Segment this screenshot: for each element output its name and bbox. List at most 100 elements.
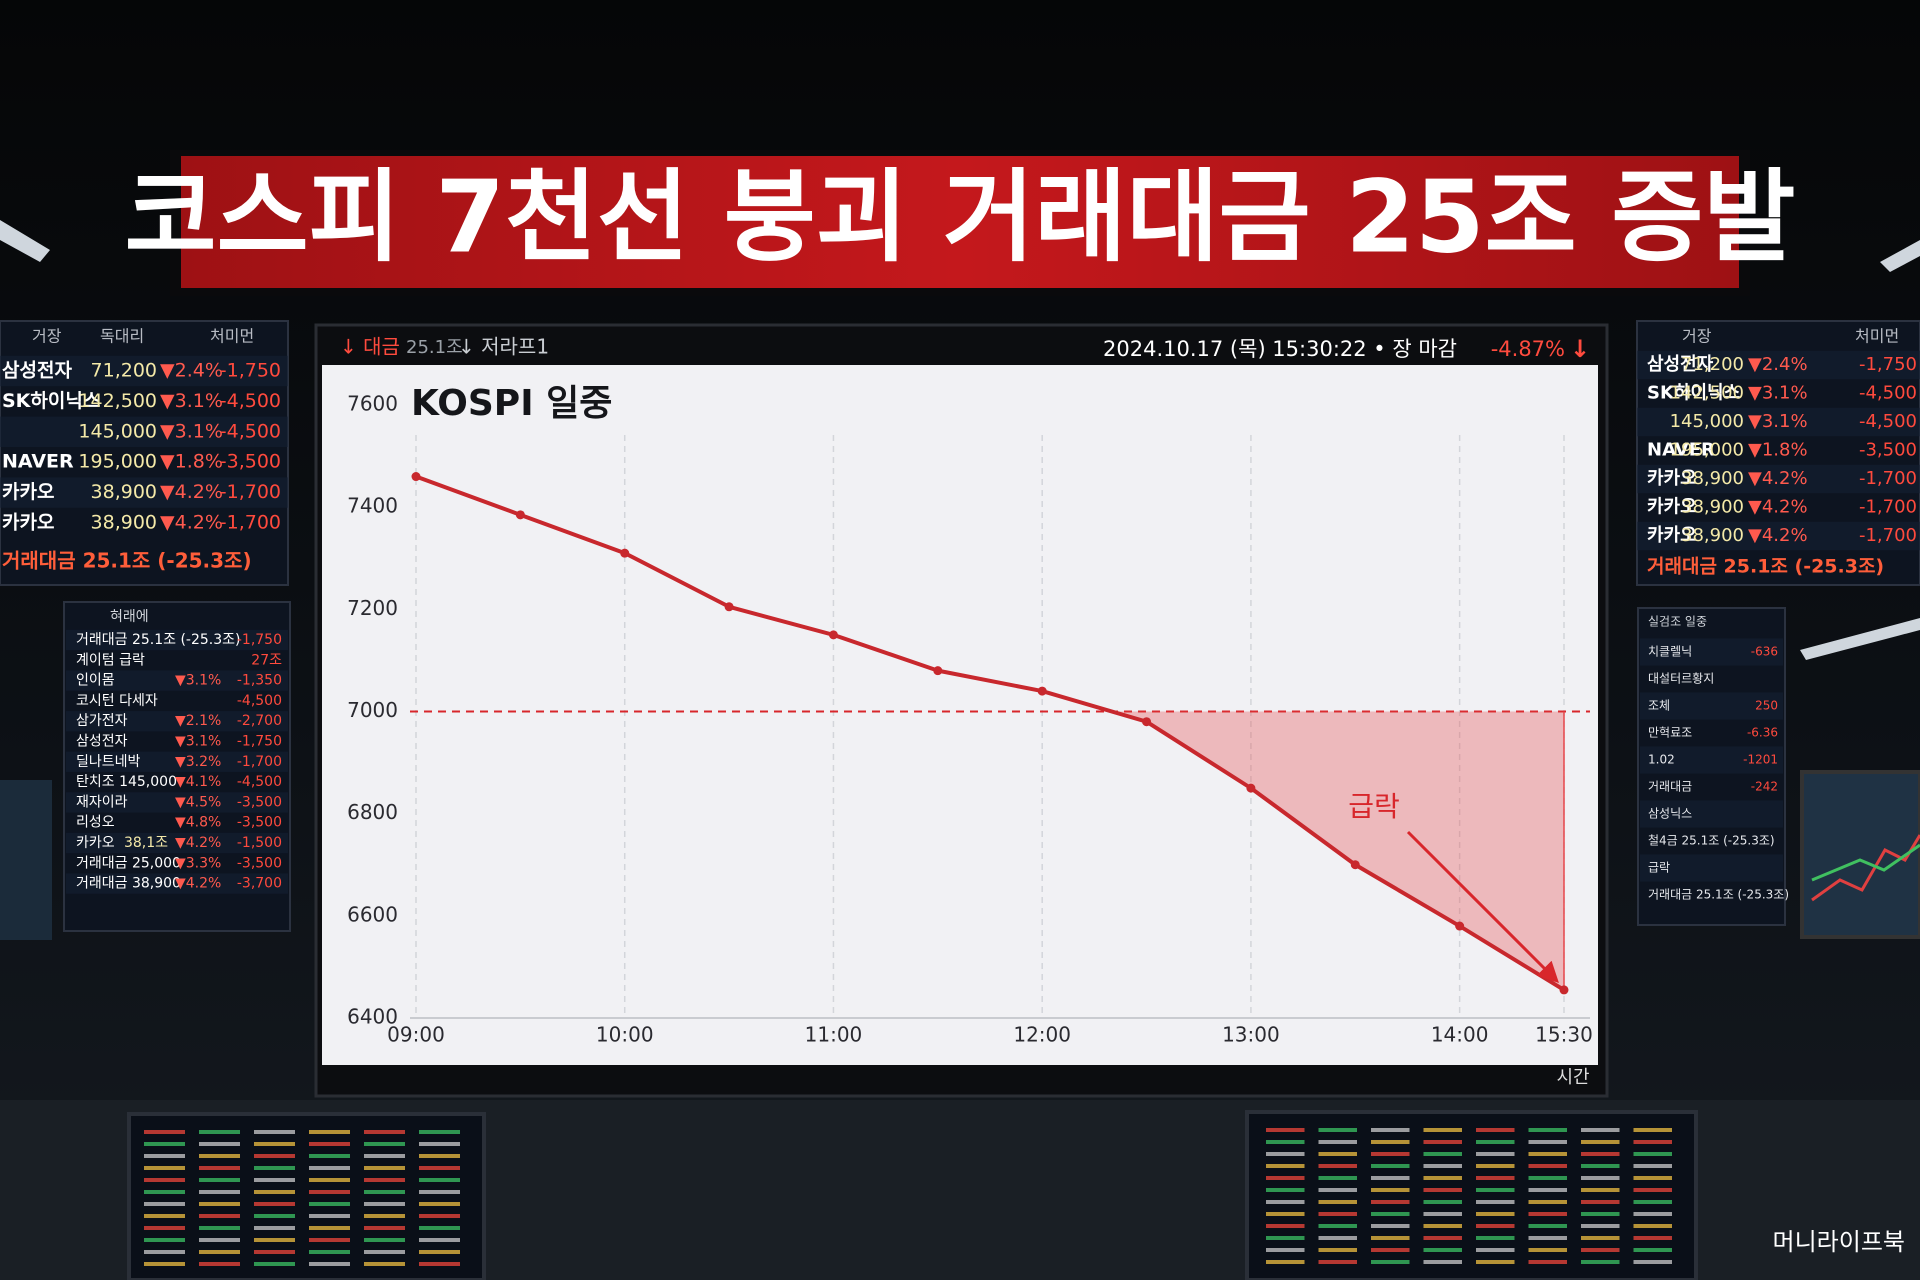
monitor-decor	[1581, 1140, 1620, 1144]
panel-cell: ▼4.5%	[175, 794, 221, 810]
monitor-decor	[199, 1214, 240, 1218]
monitor-decor	[1423, 1260, 1462, 1264]
monitor-decor	[254, 1154, 295, 1158]
panel-cell: 거래대금	[1648, 780, 1692, 794]
panel-cell: 71,200	[91, 360, 157, 382]
point	[515, 510, 525, 520]
bar-label: 25.1조	[406, 337, 463, 358]
bar-label: ↓ 대금	[340, 335, 400, 359]
monitor-decor	[1371, 1140, 1410, 1144]
monitor-decor	[1476, 1152, 1515, 1156]
monitor-decor	[1633, 1260, 1672, 1264]
panel-cell: 142,500	[1670, 383, 1744, 404]
monitor-decor	[1633, 1176, 1672, 1180]
panel-cell: 카카오	[2, 481, 54, 503]
monitor-decor	[1528, 1176, 1567, 1180]
monitor-decor	[1633, 1152, 1672, 1156]
monitor-decor	[1266, 1200, 1305, 1204]
y-tick-label: 7200	[347, 596, 398, 620]
monitor-decor	[1266, 1152, 1305, 1156]
panel-cell: 38,900	[1681, 468, 1744, 489]
point	[933, 666, 943, 676]
panel-cell: 27조	[251, 652, 282, 668]
monitor-decor	[1476, 1248, 1515, 1252]
monitor-decor	[1476, 1212, 1515, 1216]
row-band	[66, 792, 288, 813]
panel-cell: -3,500	[1859, 440, 1917, 461]
monitor-decor	[1476, 1260, 1515, 1264]
panel-cell: ▼4.2%	[160, 481, 223, 503]
panel-header: 거장	[1682, 327, 1712, 346]
monitor-decor	[419, 1238, 460, 1242]
bar-label: ↓ 저라프1	[458, 335, 549, 359]
panel-cell: 만혁료조	[1648, 726, 1692, 740]
panel-cell: -3,500	[237, 855, 282, 871]
row-band	[1637, 407, 1920, 437]
panel-cell: 1.02	[1648, 753, 1675, 767]
monitor-decor	[1528, 1152, 1567, 1156]
panel-cell: -3,500	[237, 794, 282, 810]
panel-cell: -3,700	[237, 876, 282, 892]
monitor-decor	[1581, 1152, 1620, 1156]
monitor-decor	[1633, 1236, 1672, 1240]
row-band	[0, 416, 288, 447]
monitor-decor	[199, 1178, 240, 1182]
panel-cell: 145,000	[1670, 411, 1744, 432]
panel-cell: ▼4.2%	[160, 512, 223, 534]
panel-cell: NAVER	[1647, 440, 1715, 461]
panel-cell: 조체	[1648, 699, 1670, 713]
monitor-decor	[1581, 1248, 1620, 1252]
monitor-decor	[1581, 1212, 1620, 1216]
monitor-decor	[364, 1202, 405, 1206]
monitor-decor	[1633, 1224, 1672, 1228]
monitor-decor	[199, 1130, 240, 1134]
monitor-decor	[1318, 1128, 1357, 1132]
panel-cell: ▼3.1%	[1748, 383, 1808, 404]
monitor-decor	[1318, 1140, 1357, 1144]
monitor-decor	[1476, 1176, 1515, 1180]
panel-cell: SK하이닉스	[2, 390, 100, 412]
panel-cell: 급락	[1648, 861, 1670, 875]
row-band	[66, 832, 288, 854]
panel-cell: 삼성전자	[76, 734, 128, 750]
monitor-decor	[1528, 1164, 1567, 1168]
panel-cell: -242	[1751, 780, 1778, 794]
panel-cell: ▼3.1%	[160, 420, 223, 442]
monitor-decor	[1371, 1176, 1410, 1180]
x-tick-label: 12:00	[1013, 1023, 1071, 1047]
monitor-decor	[1476, 1128, 1515, 1132]
panel-cell: -1,750	[220, 360, 281, 382]
monitor-decor	[1581, 1176, 1620, 1180]
point	[1142, 717, 1152, 727]
annotation: 급락	[1348, 790, 1400, 823]
point	[1559, 985, 1569, 995]
monitor-decor	[309, 1178, 350, 1182]
monitor-decor	[199, 1142, 240, 1146]
panel-cell: -3,500	[237, 815, 282, 831]
monitor-decor	[1371, 1224, 1410, 1228]
panel-header: 독대리	[100, 327, 144, 346]
chart-title: KOSPI 일중	[411, 383, 612, 424]
monitor-decor	[1423, 1176, 1462, 1180]
panel-cell: -1,750	[237, 734, 282, 750]
point	[1455, 921, 1465, 931]
panel-cell: ▼4.2%	[175, 876, 221, 892]
y-tick-label: 7000	[347, 698, 398, 722]
annotation-arrow	[1406, 830, 1559, 983]
screen	[322, 365, 1598, 1065]
monitor-decor	[1633, 1164, 1672, 1168]
panel-cell: 38,900	[91, 481, 157, 503]
monitor-decor	[1266, 1224, 1305, 1228]
row-band	[1637, 464, 1920, 494]
monitor-decor	[1423, 1128, 1462, 1132]
monitor-decor	[144, 1178, 185, 1182]
point	[828, 630, 838, 640]
monitor-decor	[1528, 1224, 1567, 1228]
panel-cell: 142,500	[78, 390, 157, 412]
panel-footer: 거래대금 25.1조 (-25.3조)	[1647, 556, 1884, 578]
monitor-decor	[144, 1166, 185, 1170]
monitor-decor	[419, 1202, 460, 1206]
change: -4.87%	[1491, 337, 1565, 361]
panel-cell: -1,750	[237, 632, 282, 648]
